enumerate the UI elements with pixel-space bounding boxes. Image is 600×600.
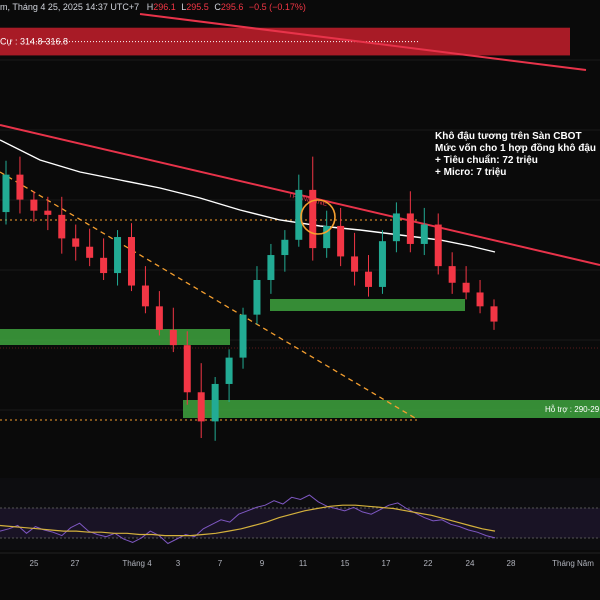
candle-body	[197, 392, 205, 422]
x-tick-label: 9	[259, 559, 265, 568]
candle-body	[434, 224, 442, 267]
high-value: 296.1	[153, 2, 176, 12]
candle-body	[406, 213, 414, 244]
candle-body	[114, 237, 122, 274]
candle-body	[281, 239, 289, 256]
x-tick-label: 11	[298, 559, 308, 568]
candle-body	[183, 345, 191, 393]
candle-body	[323, 225, 331, 249]
candle-body	[2, 174, 10, 213]
candle-body	[337, 225, 345, 257]
moving-average-line	[0, 139, 496, 253]
x-tick-label: Tháng Năm	[552, 559, 594, 568]
x-tick-label: 28	[506, 559, 516, 568]
left-zone	[0, 329, 230, 345]
candle-body	[169, 329, 177, 346]
change-value: −0.5 (−0.17%)	[248, 2, 306, 12]
header-date: m, Tháng 4 25, 2025 14:37 UTC+7	[0, 2, 140, 12]
x-tick-label: 27	[70, 559, 80, 568]
x-tick-label: 3	[175, 559, 181, 568]
low-label: L	[181, 2, 187, 12]
x-tick-label: 22	[423, 559, 433, 568]
candle-body	[58, 214, 66, 239]
candle-body	[86, 246, 94, 258]
x-tick-label: 25	[29, 559, 39, 568]
candle-body	[211, 383, 219, 422]
candle-body	[295, 189, 303, 240]
candle-body	[44, 210, 52, 215]
note-line-2: Mức vốn cho 1 hợp đồng khô đậu	[435, 143, 597, 154]
candle-body	[448, 266, 456, 283]
candle-body	[239, 314, 247, 358]
info-note: Khô đậu tương trên Sàn CBOT Mức vốn cho …	[435, 131, 600, 179]
candle-body	[365, 271, 373, 287]
note-line-4: + Micro: 7 triệu	[435, 167, 507, 178]
resistance-label: Cự : 314.8-316.8	[0, 37, 68, 47]
note-line-1: Khô đậu tương trên Sàn CBOT	[435, 131, 582, 142]
candle-body	[30, 199, 38, 211]
close-value: 295.6	[220, 2, 244, 12]
candle-body	[309, 189, 317, 249]
candle-body	[351, 256, 359, 272]
x-tick-label: 17	[381, 559, 391, 568]
close-label: C	[214, 2, 221, 12]
ohlc-header: m, Tháng 4 25, 2025 14:37 UTC+7 H296.1 L…	[0, 0, 600, 14]
x-tick-label: Tháng 4	[122, 559, 152, 568]
x-tick-label: 7	[217, 559, 223, 568]
candle-body	[72, 238, 80, 247]
upper-trendline	[139, 13, 587, 71]
candle-body	[100, 257, 108, 274]
candle-body	[225, 357, 233, 384]
candle-body	[267, 255, 275, 280]
note-line-3: + Tiêu chuẩn: 72 triệu	[435, 155, 538, 166]
candle-body	[253, 279, 261, 315]
candle-body	[476, 292, 484, 307]
candle-body	[462, 282, 470, 293]
candle-body	[127, 237, 135, 286]
mid-support-zone	[270, 299, 465, 311]
candle-body	[155, 306, 163, 330]
high-label: H	[146, 2, 154, 12]
x-tick-label: 24	[465, 559, 475, 568]
candle-body	[392, 213, 400, 242]
candle-body	[378, 241, 386, 287]
rsi-ma-line	[0, 504, 496, 537]
candle-body	[490, 306, 498, 322]
highlight-circle	[300, 199, 336, 235]
low-value: 295.5	[186, 2, 209, 12]
candle-body	[16, 174, 24, 200]
candle-body	[141, 285, 149, 307]
x-tick-label: 15	[340, 559, 350, 568]
rsi-band	[0, 508, 600, 538]
candle-body	[420, 224, 428, 244]
support-zone	[183, 400, 600, 418]
support-label: Hỗ trợ : 290-29	[545, 405, 600, 414]
